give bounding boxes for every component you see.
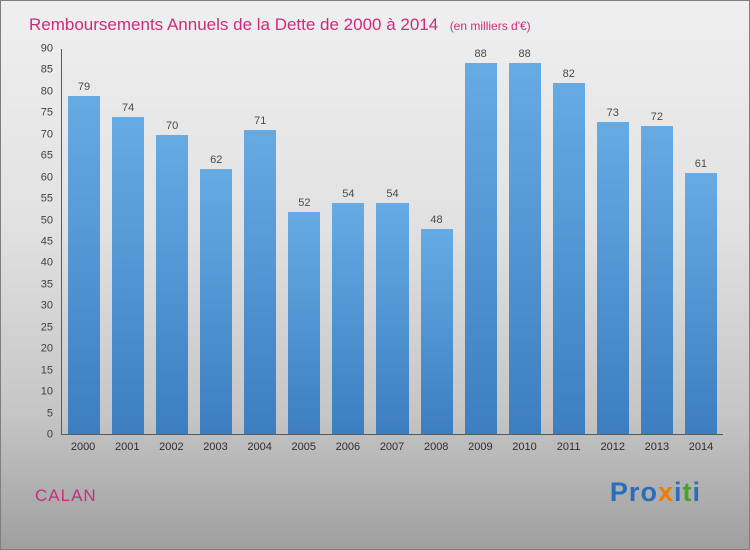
bar-column: 54: [370, 49, 414, 434]
y-tick-label: 65: [40, 149, 53, 162]
proxiti-logo: Proxiti: [610, 477, 701, 508]
y-tick-label: 60: [40, 171, 53, 184]
chart-header: Remboursements Annuels de la Dette de 20…: [1, 1, 749, 35]
bar-column: 52: [282, 49, 326, 434]
bar-column: 88: [459, 49, 503, 434]
logo-letter: t: [682, 477, 693, 507]
logo-letter: i: [692, 477, 701, 507]
bar: [552, 83, 585, 434]
logo-letter: P: [609, 477, 629, 507]
y-tick-label: 10: [40, 385, 53, 398]
bar: [640, 126, 673, 434]
bar: [156, 134, 189, 434]
bar-value-label: 48: [430, 213, 443, 226]
logo-letter: i: [673, 477, 683, 507]
y-tick-label: 85: [40, 63, 53, 76]
bar-value-label: 70: [166, 119, 179, 132]
plot-area: 79 74 70 62 71 52 54 54 48 88 88 82 73 72 61: [61, 49, 723, 435]
y-tick-label: 40: [40, 256, 53, 269]
x-tick-label: 2005: [291, 441, 317, 453]
bar: [332, 203, 365, 434]
y-tick-label: 35: [40, 278, 53, 291]
y-tick-label: 25: [40, 321, 53, 334]
bar-column: 79: [62, 49, 106, 434]
bar: [596, 121, 629, 434]
bar-column: 62: [194, 49, 238, 434]
y-tick-label: 50: [40, 214, 53, 227]
x-tick-label: 2012: [600, 441, 625, 453]
x-tick-label: 2013: [644, 441, 670, 453]
bar-value-label: 73: [606, 106, 619, 119]
bar-column: 72: [635, 49, 679, 434]
x-tick-label: 2004: [247, 441, 272, 453]
bar: [200, 168, 233, 434]
x-tick-label: 2008: [423, 441, 449, 453]
bar-value-label: 61: [694, 158, 708, 171]
chart-subtitle: (en milliers d'€): [449, 19, 531, 33]
x-tick-label: 2002: [159, 441, 184, 453]
x-tick-label: 2009: [468, 441, 493, 453]
bar: [244, 130, 277, 434]
y-tick-label: 55: [40, 192, 53, 205]
y-tick-label: 80: [40, 85, 53, 98]
bar-column: 73: [591, 49, 635, 434]
y-tick-label: 75: [40, 106, 53, 119]
bar: [288, 211, 321, 434]
bar-value-label: 72: [650, 111, 663, 123]
x-tick-label: 2001: [114, 441, 140, 453]
bar-value-label: 88: [474, 48, 487, 60]
y-axis: 0 5 10 15 20 25 30 35 40 45 50 55 60 65 70 75 80 85 90: [13, 43, 61, 440]
chart-footer: CALAN Proxiti: [1, 457, 749, 508]
bar-column: 48: [415, 49, 459, 434]
chart-title: Remboursements Annuels de la Dette de 20…: [29, 15, 439, 34]
x-tick-label: 2011: [556, 441, 581, 453]
bar: [464, 63, 497, 434]
bar-value-label: 54: [342, 188, 355, 200]
y-tick-label: 45: [40, 235, 53, 248]
x-tick-label: 2010: [512, 441, 537, 453]
bar-column: 70: [150, 49, 194, 434]
logo-letter: r: [628, 477, 641, 507]
bar-column: 82: [547, 49, 591, 434]
y-tick-label: 20: [40, 342, 53, 355]
bar: [420, 228, 453, 434]
bar-column: 54: [326, 49, 370, 434]
y-tick-label: 30: [40, 299, 53, 312]
bar-value-label: 88: [518, 48, 531, 60]
bar-value-label: 62: [210, 153, 223, 166]
x-tick-label: 2007: [379, 441, 405, 453]
bar-chart: 0 5 10 15 20 25 30 35 40 45 50 55 60 65 70 75 80 85 90 79 7…: [13, 43, 723, 457]
bar-column: 88: [503, 49, 547, 434]
bar-value-label: 79: [77, 81, 91, 94]
bar: [112, 117, 145, 434]
y-tick-label: 15: [40, 364, 53, 377]
bar-value-label: 82: [562, 68, 575, 81]
bar: [684, 173, 717, 434]
y-tick-label: 0: [46, 428, 53, 441]
bar-column: 71: [238, 49, 282, 434]
brand-calan: CALAN: [35, 486, 97, 505]
x-tick-label: 2006: [335, 441, 361, 453]
x-tick-label: 2014: [688, 441, 714, 453]
bar-value-label: 74: [121, 102, 135, 115]
bar: [68, 96, 101, 434]
y-tick-label: 70: [40, 128, 53, 141]
logo-letter: x: [657, 477, 674, 507]
logo-letter: o: [640, 477, 658, 507]
bar-column: 61: [679, 49, 723, 434]
x-tick-label: 2003: [203, 441, 228, 453]
bar-value-label: 54: [386, 188, 399, 200]
bars: 79 74 70 62 71 52 54 54 48 88 88 82 73 72 61: [62, 49, 723, 434]
x-axis-labels: 2000 2001 2002 2003 2004 2005 2006 2007 2008 2009…: [61, 435, 723, 457]
y-tick-label: 5: [46, 407, 53, 420]
bar: [508, 63, 541, 434]
bar-value-label: 52: [298, 196, 311, 209]
y-tick-label: 90: [40, 42, 53, 55]
bar-column: 74: [106, 49, 150, 434]
x-tick-label: 2000: [70, 441, 96, 453]
axis-corner-spacer: [13, 435, 61, 457]
bar: [376, 203, 409, 434]
bar-value-label: 71: [254, 115, 267, 128]
